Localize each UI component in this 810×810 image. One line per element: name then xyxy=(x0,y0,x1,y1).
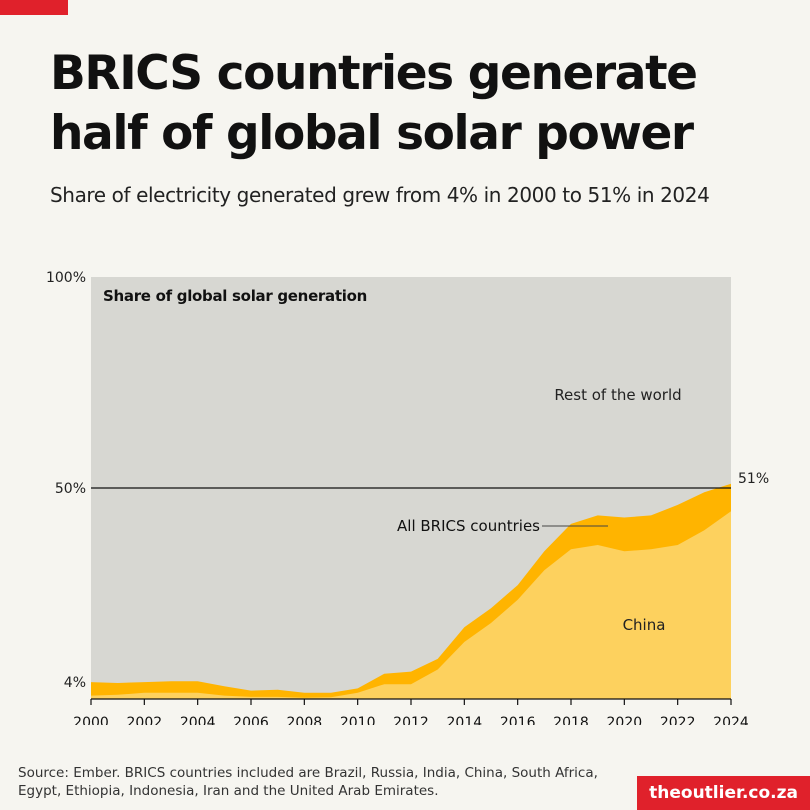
label-china: China xyxy=(623,616,666,634)
label-rest-of-world: Rest of the world xyxy=(554,386,681,404)
x-tick-label: 2012 xyxy=(393,715,429,725)
x-tick-label: 2016 xyxy=(500,715,536,725)
chart-title: BRICS countries generate half of global … xyxy=(50,46,698,161)
x-tick-label: 2018 xyxy=(553,715,589,725)
chart-subtitle: Share of electricity generated grew from… xyxy=(50,183,710,207)
x-tick-label: 2008 xyxy=(287,715,323,725)
x-tick-label: 2022 xyxy=(660,715,696,725)
x-tick-label: 2024 xyxy=(713,715,749,725)
x-tick-label: 2002 xyxy=(127,715,163,725)
brand-logo[interactable]: theoutlier.co.za xyxy=(637,776,810,810)
x-tick-label: 2020 xyxy=(607,715,643,725)
source-note: Source: Ember. BRICS countries included … xyxy=(18,765,598,799)
x-tick-label: 2006 xyxy=(233,715,269,725)
brand-accent-bar xyxy=(0,0,68,15)
y-tick-label: 4% xyxy=(64,675,86,691)
solar-share-chart: Share of global solar generation 100% 50% 4… xyxy=(46,270,769,725)
label-brics: All BRICS countries xyxy=(397,517,540,535)
x-tick-label: 2010 xyxy=(340,715,376,725)
series-area-china xyxy=(91,511,731,699)
x-tick-label: 2000 xyxy=(73,715,109,725)
x-tick-label: 2014 xyxy=(447,715,483,725)
x-tick-label: 2004 xyxy=(180,715,216,725)
label-end-value: 51% xyxy=(738,471,769,487)
plot-title: Share of global solar generation xyxy=(103,287,367,305)
y-tick-label: 100% xyxy=(46,270,86,286)
y-tick-label: 50% xyxy=(55,481,86,497)
